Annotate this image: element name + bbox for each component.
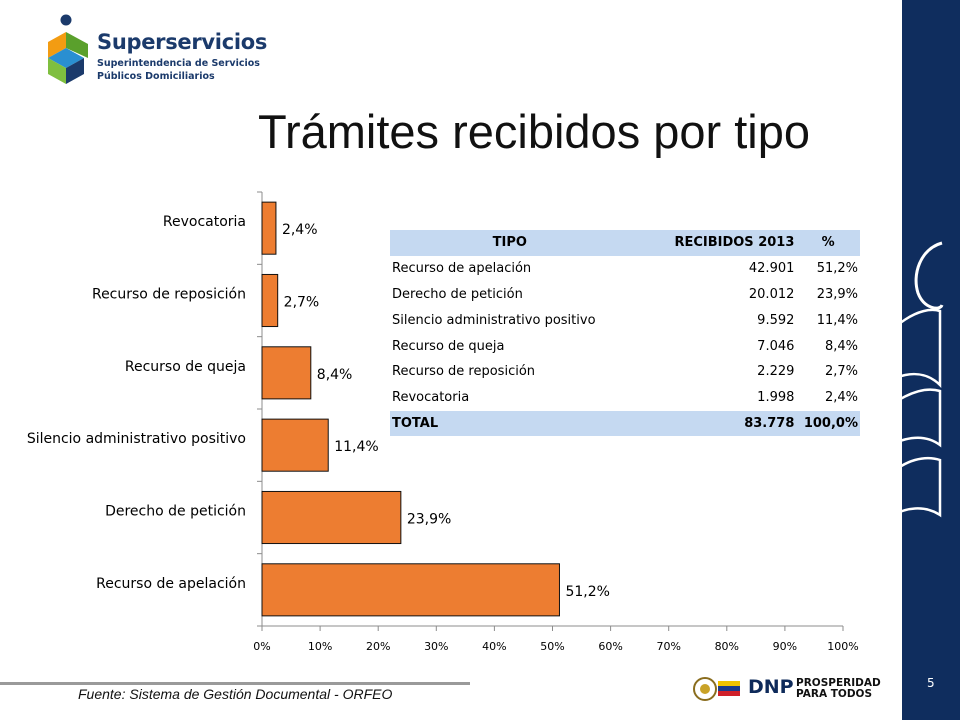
source-note: Fuente: Sistema de Gestión Documental - … [78,686,393,702]
x-tick-label: 0% [253,640,270,653]
x-tick-label: 10% [308,640,332,653]
bar [261,563,560,617]
table-cell-tipo: Derecho de petición [392,286,523,302]
table-cell-percent: 11,4% [816,312,858,328]
category-label: Recurso de queja [125,359,246,375]
page-number: 5 [927,676,935,690]
x-tick-label: 100% [827,640,858,653]
bar [261,418,329,472]
colombia-seal-icon [693,677,740,701]
dnp-logo-text: DNP [748,676,794,698]
decorative-arcs [870,241,944,520]
table-total-label: TOTAL [390,410,630,437]
table-cell-percent: 2,7% [824,364,858,380]
summary-table: TIPO RECIBIDOS 2013 % Recurso de apelaci… [390,230,860,437]
table-row: Silencio administrativo positivo 9.592 1… [390,307,860,333]
right-decorative-band [902,0,960,720]
data-label: 2,4% [282,222,318,238]
data-label: 51,2% [565,584,609,600]
table-row: Recurso de reposición 2.229 2,7% [390,359,860,385]
table-header-tipo: TIPO [390,230,630,256]
brand-name: Superservicios [97,30,268,54]
x-tick-label: 70% [656,640,680,653]
data-label: 11,4% [334,439,378,455]
bar-chart: 0% 10% 20% 30% 40% 50% 60% 70% 80% 90% 100% Revocat… [27,191,859,653]
table-row: Recurso de queja 7.046 8,4% [390,333,860,359]
category-label: Revocatoria [163,214,246,230]
x-tick-label: 50% [540,640,564,653]
bar [261,201,277,255]
table-total-row: TOTAL 83.778 100,0% [390,410,860,437]
bar [261,273,279,328]
x-tick-label: 90% [773,640,797,653]
table-cell-recibidos: 1.998 [757,390,795,406]
bar [261,490,402,545]
table-row: Derecho de petición 20.012 23,9% [390,282,860,308]
x-tick-label: 20% [366,640,390,653]
table-cell-percent: 8,4% [824,338,858,354]
prosperidad-logo-line-2: PARA TODOS [796,688,873,700]
table-cell-percent: 2,4% [824,390,858,406]
table-cell-recibidos: 42.901 [748,261,795,277]
category-label: Recurso de reposición [92,287,246,303]
data-label: 2,7% [284,295,320,311]
x-tick-label: 60% [598,640,622,653]
table-cell-tipo: Silencio administrativo positivo [392,312,596,328]
category-label: Silencio administrativo positivo [27,431,246,447]
page-title: Trámites recibidos por tipo [258,105,811,158]
table-cell-percent: 23,9% [816,286,858,302]
bar [261,346,312,400]
table-cell-tipo: Revocatoria [392,390,470,406]
brand-subtitle-line-2: Públicos Domiciliarios [97,71,215,82]
table-row: Revocatoria 1.998 2,4% [390,385,860,411]
table-total-recibidos: 83.778 [629,410,797,437]
table-cell-tipo: Recurso de queja [392,338,505,354]
table-header-recibidos: RECIBIDOS 2013 [629,230,797,256]
x-tick-label: 30% [424,640,448,653]
category-label: Derecho de petición [105,504,246,520]
table-cell-percent: 51,2% [816,261,858,277]
table-cell-recibidos: 2.229 [757,364,795,380]
table-cell-recibidos: 7.046 [757,338,795,354]
table-header-percent: % [796,230,860,256]
footer-divider [0,682,470,685]
x-tick-label: 40% [482,640,506,653]
table-cell-recibidos: 20.012 [748,286,795,302]
x-tick-label: 80% [715,640,739,653]
table-row: Recurso de apelación 42.901 51,2% [390,256,860,282]
category-label: Recurso de apelación [96,576,246,592]
table-header-row: TIPO RECIBIDOS 2013 % [390,230,860,256]
brand-subtitle-line-1: Superintendencia de Servicios [97,58,260,69]
table-cell-recibidos: 9.592 [757,312,795,328]
prosperidad-logo-line-1: PROSPERIDAD [796,677,881,689]
data-label: 23,9% [407,512,451,528]
data-label: 8,4% [317,367,353,383]
table-cell-tipo: Recurso de reposición [392,364,536,380]
table-total-percent: 100,0% [796,410,860,437]
table-cell-tipo: Recurso de apelación [392,261,532,277]
superservicios-logo-icon [48,14,88,84]
